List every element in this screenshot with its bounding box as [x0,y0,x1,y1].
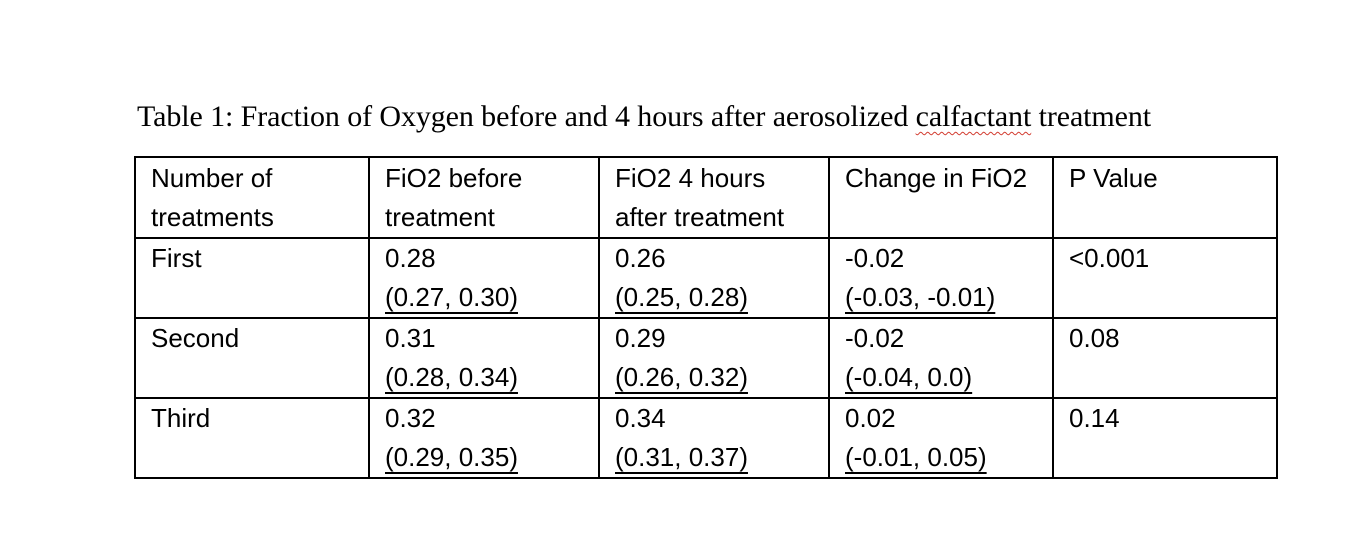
cell-ci: (-0.01, 0.05) [845,442,987,472]
caption-text-after: treatment [1031,100,1151,133]
fio2-after-cell: 0.29 (0.26, 0.32) [598,317,830,399]
cell-ci: (-0.03, -0.01) [845,282,996,312]
cell-value: 0.29 [615,323,666,353]
caption-misspelled-word: calfactant [915,100,1032,133]
cell-value: 0.26 [615,243,666,273]
change-cell: 0.02 (-0.01, 0.05) [828,397,1054,479]
fio2-before-cell: 0.31 (0.28, 0.34) [368,317,600,399]
p-value-cell: 0.08 [1052,317,1278,399]
header-line: FiO2 4 hours [615,163,766,193]
table-row: Second 0.31 (0.28, 0.34) 0.29 (0.26, 0.3… [134,317,1278,399]
cell-ci: (0.27, 0.30) [385,282,518,312]
header-line: P Value [1069,163,1158,193]
p-value-cell: 0.14 [1052,397,1278,479]
cell-value: 0.02 [845,403,896,433]
cell-value: -0.02 [845,323,905,353]
fio2-table: Number of treatments FiO2 before treatme… [134,156,1278,479]
header-fio2-before: FiO2 before treatment [368,156,600,239]
cell-ci: (0.28, 0.34) [385,362,518,392]
header-fio2-after: FiO2 4 hours after treatment [598,156,830,239]
p-value-cell: <0.001 [1052,237,1278,319]
cell-value: 0.34 [615,403,666,433]
header-line: after treatment [615,202,785,232]
cell-value: 0.14 [1069,403,1120,433]
cell-ci: (0.25, 0.28) [615,282,748,312]
fio2-before-cell: 0.28 (0.27, 0.30) [368,237,600,319]
header-line: treatment [385,202,495,232]
change-cell: -0.02 (-0.04, 0.0) [828,317,1054,399]
cell-ci: (0.31, 0.37) [615,442,748,472]
cell-ci: (-0.04, 0.0) [845,362,973,392]
cell-value: 0.32 [385,403,436,433]
row-label-text: Second [151,323,240,353]
header-p-value: P Value [1052,156,1278,239]
row-label-text: First [151,243,202,273]
cell-value: 0.08 [1069,323,1120,353]
row-label: Second [134,317,370,399]
table-caption: Table 1: Fraction of Oxygen before and 4… [137,98,1151,136]
header-number-of-treatments: Number of treatments [134,156,370,239]
header-line: FiO2 before [385,163,523,193]
row-label-text: Third [151,403,211,433]
row-label: Third [134,397,370,479]
cell-value: 0.28 [385,243,436,273]
table-header-row: Number of treatments FiO2 before treatme… [134,156,1278,239]
fio2-after-cell: 0.26 (0.25, 0.28) [598,237,830,319]
header-change-in-fio2: Change in FiO2 [828,156,1054,239]
cell-value: -0.02 [845,243,905,273]
change-cell: -0.02 (-0.03, -0.01) [828,237,1054,319]
row-label: First [134,237,370,319]
caption-text-before: Table 1: Fraction of Oxygen before and 4… [137,100,916,133]
table-row: Third 0.32 (0.29, 0.35) 0.34 (0.31, 0.37… [134,397,1278,479]
cell-ci: (0.26, 0.32) [615,362,748,392]
fio2-after-cell: 0.34 (0.31, 0.37) [598,397,830,479]
cell-ci: (0.29, 0.35) [385,442,518,472]
cell-value: <0.001 [1069,243,1150,273]
cell-value: 0.31 [385,323,436,353]
header-line: Change in FiO2 [845,163,1028,193]
table-row: First 0.28 (0.27, 0.30) 0.26 (0.25, 0.28… [134,237,1278,319]
header-line: treatments [151,202,274,232]
fio2-before-cell: 0.32 (0.29, 0.35) [368,397,600,479]
header-line: Number of [151,163,273,193]
